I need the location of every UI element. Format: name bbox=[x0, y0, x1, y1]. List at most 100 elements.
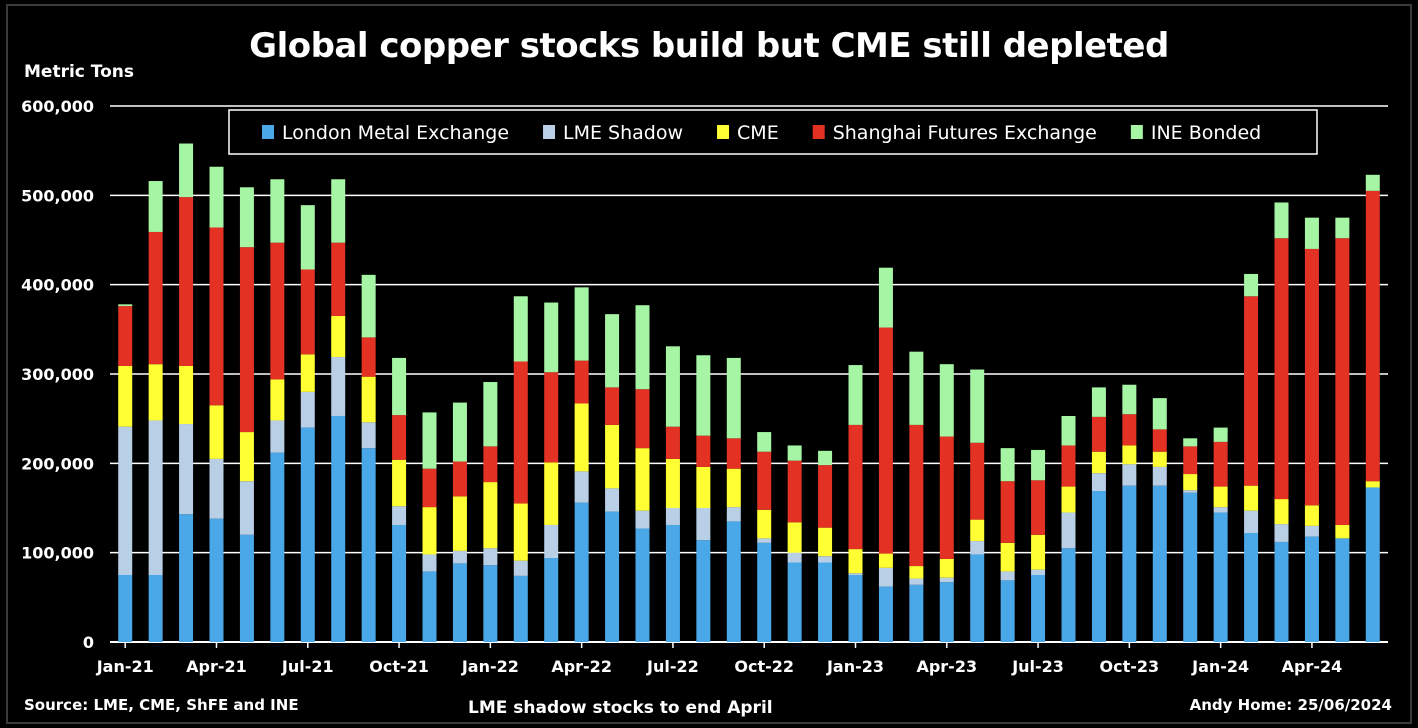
bar-segment bbox=[1061, 415, 1076, 446]
bar-segment bbox=[726, 468, 741, 508]
bar-segment bbox=[483, 548, 498, 566]
bar-segment bbox=[1031, 449, 1046, 481]
bar-segment bbox=[757, 538, 772, 543]
bar-segment bbox=[1365, 481, 1380, 488]
bar-segment bbox=[331, 415, 346, 642]
bar-segment bbox=[757, 542, 772, 642]
bar-segment bbox=[909, 424, 924, 567]
x-tick-label: Oct-22 bbox=[734, 657, 794, 676]
bar-segment bbox=[209, 518, 224, 642]
bar-segment bbox=[818, 562, 833, 642]
bar-segment bbox=[1274, 499, 1289, 525]
bar-segment bbox=[179, 365, 194, 425]
chart-title: Global copper stocks build but CME still… bbox=[249, 26, 1169, 66]
bar-segment bbox=[1304, 248, 1319, 506]
x-tick-label: Jul-23 bbox=[1011, 657, 1064, 676]
bar-segment bbox=[1365, 190, 1380, 482]
legend-label: London Metal Exchange bbox=[282, 122, 509, 144]
bar-segment bbox=[1274, 524, 1289, 542]
bar-segment bbox=[1122, 384, 1137, 415]
bar-segment bbox=[179, 424, 194, 515]
bar-segment bbox=[148, 420, 163, 575]
bar-segment bbox=[179, 143, 194, 198]
bar-segment bbox=[605, 424, 620, 489]
bar-segment bbox=[1304, 536, 1319, 642]
bar-segment bbox=[939, 577, 954, 583]
x-tick-label: Jan-22 bbox=[461, 657, 519, 676]
bar-segment bbox=[513, 361, 528, 504]
bar-segment bbox=[1000, 542, 1015, 572]
bar-segment bbox=[726, 521, 741, 642]
y-tick-label: 200,000 bbox=[21, 454, 94, 473]
bar-segment bbox=[513, 560, 528, 576]
bar-segment bbox=[1122, 445, 1137, 465]
bar-segment bbox=[635, 528, 650, 642]
bar-segment bbox=[270, 452, 285, 642]
bar-segment bbox=[1213, 512, 1228, 642]
bar-segment bbox=[909, 566, 924, 579]
bar-segment bbox=[148, 575, 163, 642]
bar-segment bbox=[544, 524, 559, 559]
bar-segment bbox=[1304, 525, 1319, 537]
bar-segment bbox=[148, 231, 163, 365]
bar-segment bbox=[878, 327, 893, 554]
source-note: Source: LME, CME, ShFE and INE bbox=[24, 696, 299, 714]
bar-segment bbox=[757, 509, 772, 539]
bar-segment bbox=[1061, 512, 1076, 549]
y-tick-label: 0 bbox=[83, 633, 94, 652]
bar-segment bbox=[818, 527, 833, 557]
y-tick-label: 100,000 bbox=[21, 544, 94, 563]
bar-segment bbox=[696, 540, 711, 642]
bar-segment bbox=[848, 424, 863, 550]
bar-segment bbox=[270, 379, 285, 421]
bar-segment bbox=[1244, 273, 1259, 297]
bar-segment bbox=[270, 179, 285, 243]
bar-segment bbox=[1152, 466, 1167, 486]
bar-segment bbox=[635, 305, 650, 390]
bar-segment bbox=[361, 337, 376, 377]
bar-segment bbox=[179, 514, 194, 642]
bar-segment bbox=[209, 227, 224, 406]
bar-segment bbox=[696, 466, 711, 508]
bar-segment bbox=[970, 442, 985, 520]
bar-segment bbox=[1061, 445, 1076, 487]
bar-segment bbox=[1000, 448, 1015, 482]
bar-segment bbox=[878, 267, 893, 328]
legend: London Metal Exchange LME Shadow CME Shangh… bbox=[228, 109, 1318, 155]
bar-segment bbox=[1183, 492, 1198, 642]
bar-segment bbox=[1335, 217, 1350, 239]
bar-segment bbox=[970, 541, 985, 555]
legend-swatch bbox=[543, 125, 556, 139]
bar-segment bbox=[848, 365, 863, 425]
bar-segment bbox=[1091, 451, 1106, 474]
bar-segment bbox=[1152, 485, 1167, 642]
bar-segment bbox=[909, 584, 924, 642]
bar-segment bbox=[1000, 571, 1015, 581]
bar-segment bbox=[909, 351, 924, 425]
bar-segment bbox=[665, 346, 680, 427]
bar-segment bbox=[848, 573, 863, 575]
bar-segment bbox=[1091, 473, 1106, 492]
bar-segment bbox=[1031, 480, 1046, 535]
y-tick-label: 500,000 bbox=[21, 186, 94, 205]
bar-segment bbox=[970, 519, 985, 542]
bar-segment bbox=[452, 550, 467, 564]
bar-segment bbox=[635, 448, 650, 511]
y-tick-label: 600,000 bbox=[21, 97, 94, 116]
bar-segment bbox=[726, 357, 741, 439]
bar-segment bbox=[239, 432, 254, 482]
legend-swatch bbox=[262, 125, 274, 139]
bar-segment bbox=[422, 468, 437, 508]
bar-segment bbox=[1304, 217, 1319, 249]
bar-segment bbox=[209, 405, 224, 459]
bar-segment bbox=[574, 471, 589, 503]
bar-segment bbox=[239, 187, 254, 248]
x-tick-label: Apr-21 bbox=[186, 657, 247, 676]
bar-segment bbox=[300, 269, 315, 355]
bar-segment bbox=[665, 508, 680, 525]
legend-label: CME bbox=[737, 122, 779, 144]
bar-segment bbox=[422, 412, 437, 469]
bar-segment bbox=[818, 465, 833, 528]
bar-segment bbox=[422, 571, 437, 642]
